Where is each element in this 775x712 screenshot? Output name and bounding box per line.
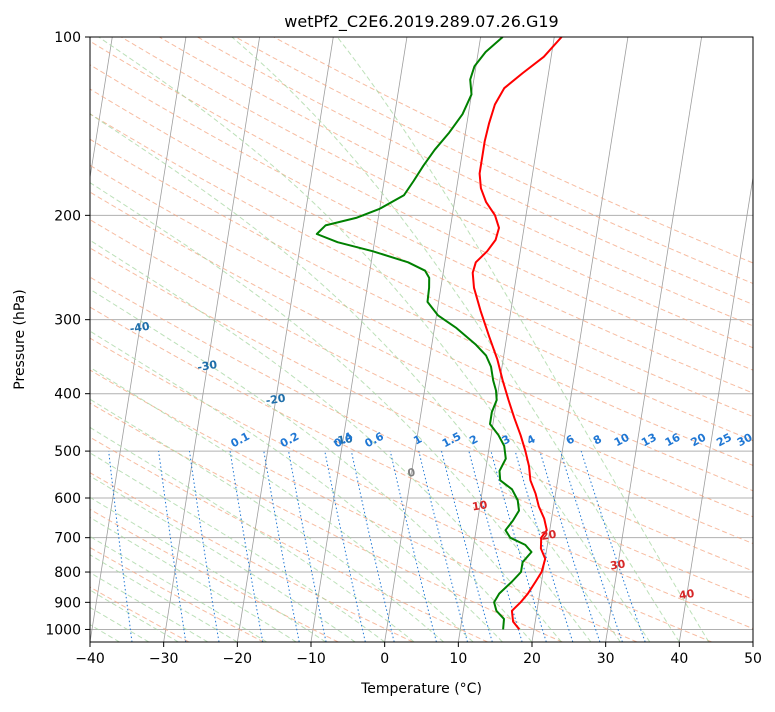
x-tick-label: 0 [380,651,389,667]
x-tick-label: 40 [670,651,688,667]
x-axis-label: Temperature (°C) [360,681,482,697]
isotherm-label: 30 [609,557,626,572]
y-tick-label: 700 [54,531,81,547]
y-tick-label: 600 [54,491,81,507]
x-tick-label: −10 [296,651,326,667]
chart-title: wetPf2_C2E6.2019.289.07.26.G19 [284,12,558,32]
y-tick-label: 800 [54,565,81,581]
x-tick-label: 10 [449,651,467,667]
y-tick-label: 1000 [45,622,81,638]
x-tick-label: −30 [149,651,179,667]
y-tick-label: 900 [54,595,81,611]
x-tick-label: 50 [744,651,762,667]
y-tick-label: 200 [54,208,81,224]
y-axis-label: Pressure (hPa) [12,289,28,389]
x-tick-label: 20 [523,651,541,667]
x-tick-label: −20 [223,651,253,667]
y-tick-label: 300 [54,313,81,329]
isotherm-label: 10 [471,498,488,513]
x-tick-label: 30 [597,651,615,667]
x-tick-label: −40 [75,651,105,667]
y-tick-label: 500 [54,444,81,460]
isotherm-label: 40 [678,587,695,602]
y-tick-label: 400 [54,387,81,403]
y-tick-label: 100 [54,30,81,46]
isotherm-label: 20 [540,528,557,543]
